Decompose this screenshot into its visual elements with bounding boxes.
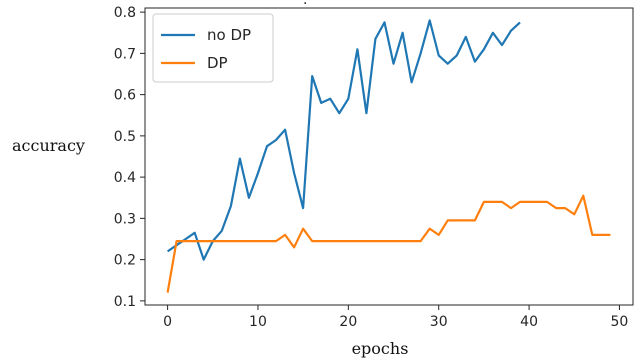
x-tick-label: 30 bbox=[430, 314, 448, 330]
plot-area bbox=[144, 7, 634, 306]
y-tick-label: 0.3 bbox=[114, 211, 136, 227]
y-axis: 0.1 0.2 0.3 0.4 0.5 0.6 0.7 0.8 bbox=[114, 5, 145, 310]
y-tick-label: 0.4 bbox=[114, 170, 136, 186]
legend: no DP DP bbox=[152, 13, 274, 83]
x-tick-label: 0 bbox=[163, 314, 172, 330]
series-line-0 bbox=[166, 19, 521, 261]
y-tick-label: 0.6 bbox=[114, 88, 136, 104]
plot-frame bbox=[144, 7, 634, 306]
y-tick-label: 0.8 bbox=[114, 5, 136, 21]
legend-label: DP bbox=[207, 54, 228, 72]
x-tick-label: 40 bbox=[520, 314, 538, 330]
y-tick-label: 0.5 bbox=[114, 129, 136, 145]
legend-label: no DP bbox=[207, 26, 251, 44]
series-line-1 bbox=[166, 194, 611, 293]
y-axis-label: accuracy bbox=[12, 136, 85, 155]
x-axis: 0 10 20 30 40 50 bbox=[163, 305, 628, 330]
y-tick-label: 0.2 bbox=[114, 253, 136, 269]
x-axis-label: epochs bbox=[352, 339, 409, 358]
y-tick-label: 0.7 bbox=[114, 46, 136, 62]
series-layer bbox=[166, 19, 611, 293]
y-tick-label: 0.1 bbox=[114, 294, 136, 310]
x-tick-label: 20 bbox=[339, 314, 357, 330]
x-tick-label: 50 bbox=[611, 314, 629, 330]
legend-box bbox=[152, 13, 274, 83]
x-tick-label: 10 bbox=[249, 314, 267, 330]
stray-mark: · bbox=[303, 0, 307, 12]
